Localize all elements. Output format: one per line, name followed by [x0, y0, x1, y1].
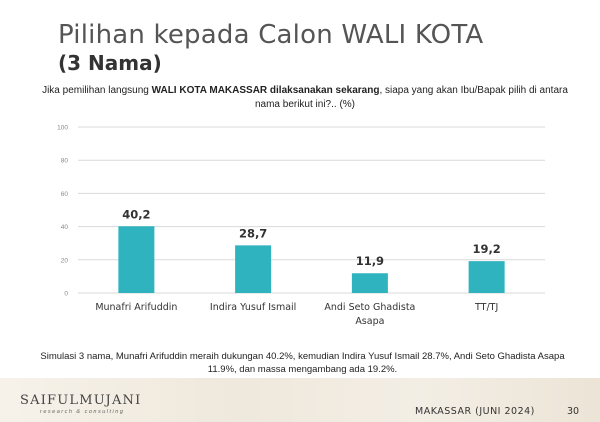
y-tick-label: 0: [64, 291, 68, 298]
data-label: 19,2: [472, 242, 500, 256]
x-category-label: TT/TJ: [474, 302, 498, 313]
slide-subtitle: (3 Nama): [58, 51, 162, 75]
footer-band: [0, 378, 600, 422]
y-tick-label: 40: [61, 224, 69, 231]
y-tick-label: 100: [57, 125, 68, 132]
x-category-label: Andi Seto Ghadista Asapa: [324, 302, 415, 327]
company-logo-tagline: research & consulting: [40, 409, 125, 415]
data-label: 40,2: [122, 207, 150, 221]
company-logo: SAIFULMUJANI: [20, 393, 142, 408]
y-tick-label: 60: [61, 191, 69, 198]
x-category-label: Munafri Arifuddin: [95, 302, 177, 313]
chart-footnote: Simulasi 3 nama, Munafri Arifuddin merai…: [40, 351, 565, 375]
survey-question: Jika pemilihan langsung WALI KOTA MAKASS…: [40, 84, 570, 112]
x-category-label-line: Andi Seto Ghadista: [324, 302, 415, 313]
y-tick-label: 80: [61, 158, 69, 165]
slide-title: Pilihan kepada Calon WALI KOTA: [58, 20, 484, 50]
bar: [351, 273, 388, 293]
y-tick-label: 20: [61, 257, 69, 264]
footer-location-date: MAKASSAR (JUNI 2024): [415, 406, 535, 417]
data-label: 11,9: [356, 254, 384, 268]
bar-chart: 0 20 40 60 80 100 40,2 Munafri Arifuddin 28,7 Ind…: [57, 125, 545, 327]
bar: [235, 245, 272, 293]
x-category-label-line: Asapa: [355, 316, 384, 327]
bar: [118, 226, 155, 293]
bar: [468, 261, 505, 293]
data-label: 28,7: [239, 226, 267, 240]
x-category-label-line: Indira Yusuf Ismail: [210, 302, 296, 313]
question-text-bold: WALI KOTA MAKASSAR dilaksanakan sekarang: [151, 85, 380, 96]
x-category-label: Indira Yusuf Ismail: [210, 302, 296, 313]
question-text-post: , siapa yang akan Ibu/Bapak pilih di ant…: [254, 85, 568, 110]
x-category-label-line: TT/TJ: [474, 302, 498, 313]
question-text-pre: Jika pemilihan langsung: [42, 85, 152, 96]
page-number: 30: [567, 406, 580, 417]
x-category-label-line: Munafri Arifuddin: [95, 302, 177, 313]
